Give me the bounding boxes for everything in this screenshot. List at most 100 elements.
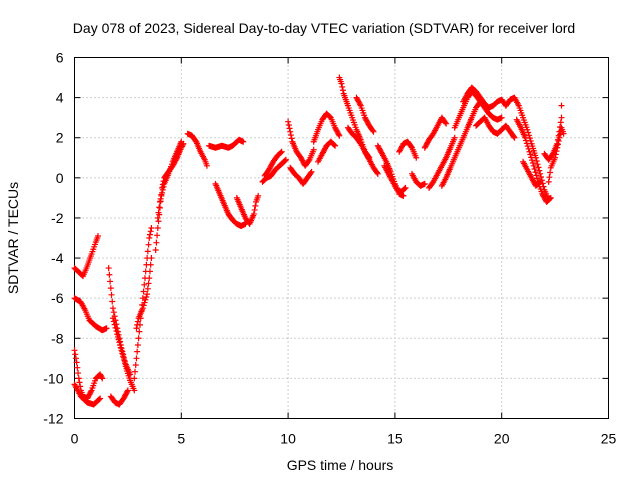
- y-tick-label: 6: [56, 50, 64, 66]
- data-point: [529, 157, 536, 164]
- data-point: [285, 122, 292, 129]
- data-point: [556, 134, 563, 141]
- data-point: [111, 321, 118, 328]
- data-point: [148, 224, 155, 231]
- grid-lines: [74, 57, 609, 419]
- data-point: [71, 347, 78, 354]
- x-axis-title: GPS time / hours: [287, 457, 394, 473]
- data-point: [120, 353, 127, 360]
- data-point: [134, 318, 141, 325]
- data-point: [155, 209, 162, 216]
- data-point: [401, 185, 408, 192]
- data-point: [282, 156, 289, 163]
- data-point: [308, 168, 315, 175]
- data-point: [442, 119, 449, 126]
- data-point: [534, 161, 541, 168]
- data-point: [331, 141, 338, 148]
- data-point: [156, 204, 163, 211]
- data-point: [154, 214, 161, 221]
- data-point: [558, 114, 565, 121]
- data-point: [147, 261, 154, 268]
- data-point: [287, 128, 294, 135]
- data-point: [119, 350, 126, 357]
- data-point: [135, 335, 142, 342]
- data-point: [553, 148, 560, 155]
- y-tick-label: 4: [56, 90, 64, 106]
- data-point: [121, 356, 128, 363]
- data-point: [146, 275, 153, 282]
- data-point: [336, 132, 343, 139]
- data-points: [71, 74, 567, 408]
- data-point: [155, 218, 162, 225]
- data-point: [545, 178, 552, 185]
- y-tick-label: -12: [43, 411, 63, 427]
- data-point: [533, 172, 540, 179]
- data-point: [511, 134, 518, 141]
- data-point: [277, 149, 284, 156]
- data-point: [526, 132, 533, 139]
- data-point: [250, 210, 257, 217]
- data-point: [357, 101, 364, 108]
- data-point: [159, 189, 166, 196]
- data-point: [285, 118, 292, 125]
- data-point: [141, 299, 148, 306]
- data-point: [118, 347, 125, 354]
- data-point: [96, 396, 103, 403]
- x-tick-label: 10: [280, 431, 296, 447]
- data-point: [109, 298, 116, 305]
- axis-ticks: [74, 57, 609, 419]
- data-point: [307, 170, 314, 177]
- data-point: [370, 128, 377, 135]
- data-point: [153, 239, 160, 246]
- chart-title: Day 078 of 2023, Sidereal Day-to-day VTE…: [73, 20, 575, 36]
- data-point: [116, 339, 123, 346]
- data-point: [144, 248, 151, 255]
- x-tick-labels: 0 5 10 15 20 25: [71, 431, 617, 447]
- data-point: [530, 162, 537, 169]
- data-point: [75, 375, 82, 382]
- y-tick-label: -8: [51, 330, 64, 346]
- data-point: [97, 395, 104, 402]
- data-point: [252, 202, 259, 209]
- y-tick-label: -10: [43, 370, 63, 386]
- data-point: [332, 142, 339, 149]
- data-point: [554, 144, 561, 151]
- data-point: [339, 87, 346, 94]
- x-tick-label: 20: [494, 431, 510, 447]
- data-point: [339, 83, 346, 90]
- data-point: [546, 195, 553, 202]
- data-point: [152, 247, 159, 254]
- x-tick-label: 5: [177, 431, 185, 447]
- data-point: [144, 285, 151, 292]
- data-point: [114, 333, 121, 340]
- data-point: [529, 159, 536, 166]
- data-point: [286, 125, 293, 132]
- data-point: [147, 228, 154, 235]
- data-point: [109, 305, 116, 312]
- data-point: [132, 368, 139, 375]
- data-point: [510, 133, 517, 140]
- data-point: [94, 232, 101, 239]
- data-point: [421, 180, 428, 187]
- data-point: [443, 120, 450, 127]
- data-point: [134, 341, 141, 348]
- data-point: [109, 315, 116, 322]
- data-point: [110, 318, 117, 325]
- data-point: [498, 114, 505, 121]
- data-point: [105, 265, 112, 272]
- data-point: [99, 375, 106, 382]
- y-tick-label: 2: [56, 130, 64, 146]
- data-point: [538, 174, 545, 181]
- data-point: [98, 374, 105, 381]
- data-point: [560, 130, 567, 137]
- data-point: [531, 166, 538, 173]
- data-point: [72, 355, 79, 362]
- y-tick-label: -4: [51, 250, 64, 266]
- data-point: [523, 140, 530, 147]
- data-point: [114, 331, 121, 338]
- data-point: [255, 192, 262, 199]
- data-point: [554, 141, 561, 148]
- data-point: [522, 134, 529, 141]
- data-point: [142, 296, 149, 303]
